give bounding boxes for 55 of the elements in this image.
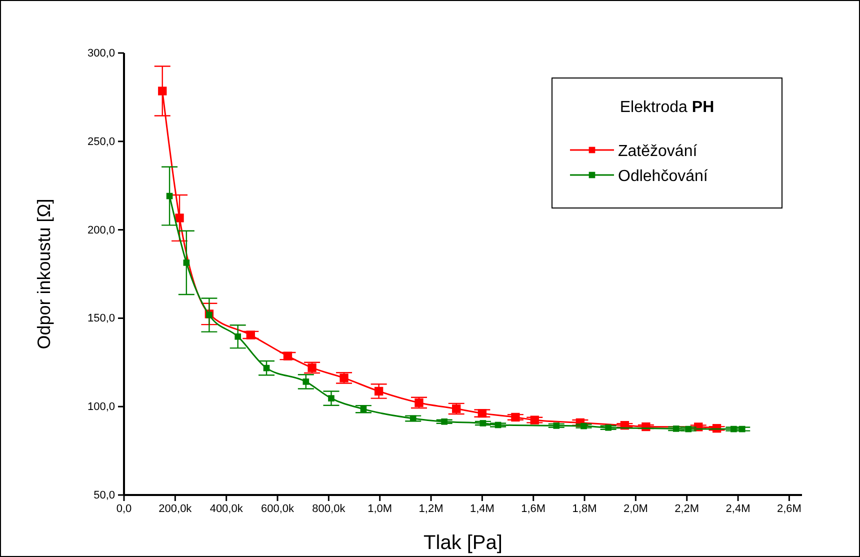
point — [738, 426, 746, 432]
x-tick-label: 2,4M — [726, 502, 750, 515]
point — [605, 424, 612, 431]
x-tick-label: 1,0M — [368, 502, 392, 515]
y-tick-label: 300,0 — [87, 48, 115, 60]
point — [246, 330, 255, 340]
x-tick-label: 200,0k — [158, 502, 192, 515]
point — [175, 214, 184, 222]
point — [553, 422, 560, 429]
legend-label: Odlehčování — [618, 168, 708, 185]
point — [580, 422, 587, 430]
point — [328, 395, 334, 402]
x-tick-label: 1,2M — [418, 502, 444, 515]
point — [340, 374, 348, 382]
legend-title: Elektroda PH — [620, 99, 714, 116]
point — [478, 408, 487, 418]
x-axis-title: Tlak [Pa] — [424, 532, 502, 554]
point — [234, 333, 242, 340]
legend-label: Zatěžování — [618, 143, 698, 160]
point — [374, 386, 384, 396]
point — [302, 378, 310, 385]
x-tick-label: 400,0k — [210, 502, 244, 515]
point — [511, 412, 520, 422]
point — [530, 416, 539, 424]
y-tick-label: 150,0 — [87, 312, 115, 325]
x-tick-label: 2,0M — [623, 502, 648, 515]
point — [263, 364, 270, 372]
y-axis-title: Odpor inkoustu [Ω] — [34, 198, 54, 350]
y-tick-label: 250,0 — [87, 136, 115, 148]
point — [360, 406, 367, 412]
point — [283, 352, 292, 360]
point — [308, 363, 316, 372]
point — [685, 426, 692, 432]
point — [494, 422, 502, 428]
x-tick-label: 2,6M — [776, 502, 802, 515]
y-tick-label: 200,0 — [87, 224, 115, 236]
x-tick-label: 800,0k — [312, 502, 346, 515]
x-tick-label: 1,6M — [521, 502, 546, 515]
point — [158, 86, 167, 96]
point — [183, 260, 190, 266]
y-tick-label: 50,0 — [94, 490, 115, 502]
point — [452, 404, 461, 414]
point — [166, 192, 173, 200]
y-tick-label: 100,0 — [87, 401, 115, 414]
point — [441, 418, 448, 425]
x-tick-label: 1,4M — [470, 502, 494, 515]
point — [730, 426, 737, 432]
x-tick-label: 600,0k — [260, 502, 295, 515]
point — [414, 398, 424, 408]
point — [480, 420, 486, 426]
point — [672, 426, 680, 432]
x-tick-label: 0,0 — [116, 502, 132, 515]
x-tick-label: 1,8M — [572, 502, 597, 515]
point — [410, 415, 416, 422]
x-tick-label: 2,2M — [674, 502, 700, 515]
